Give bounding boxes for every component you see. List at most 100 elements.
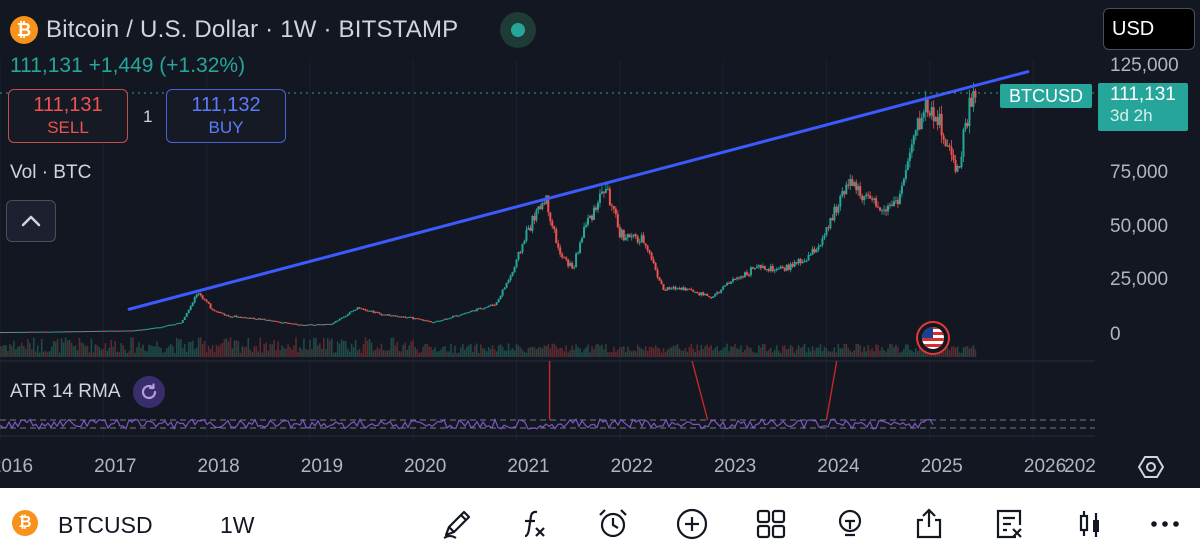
- layout-grid-icon[interactable]: [754, 507, 788, 541]
- trend-line[interactable]: [127, 70, 1030, 311]
- compare-icon[interactable]: [992, 507, 1026, 541]
- volume-bar: [42, 351, 45, 357]
- candle: [722, 286, 725, 290]
- candle: [886, 205, 889, 212]
- collapse-legend-button[interactable]: [6, 200, 56, 242]
- candle: [197, 293, 200, 295]
- add-icon[interactable]: [675, 507, 709, 541]
- candle: [34, 331, 37, 333]
- volume-bar: [191, 340, 194, 357]
- volume-bar: [676, 344, 679, 357]
- volume-bar: [25, 349, 27, 357]
- candle: [146, 328, 149, 330]
- interval-selector[interactable]: 1W: [220, 512, 255, 538]
- candle: [573, 267, 576, 269]
- candle: [529, 227, 532, 231]
- buy-button[interactable]: 111,132 BUY: [166, 89, 286, 143]
- candle: [757, 265, 760, 267]
- volume-bar: [489, 348, 492, 357]
- candle: [483, 307, 486, 309]
- candle: [106, 330, 109, 332]
- chart-type-icon[interactable]: [1073, 507, 1107, 541]
- us-flag-event-icon[interactable]: [916, 321, 950, 355]
- volume-bar: [617, 349, 619, 357]
- chart-settings-icon[interactable]: [1138, 454, 1164, 480]
- volume-bar: [916, 351, 919, 357]
- candle: [922, 112, 925, 118]
- candle: [499, 295, 502, 300]
- order-quantity[interactable]: 1: [143, 107, 153, 126]
- candle: [320, 324, 323, 326]
- price-chart[interactable]: [0, 0, 1200, 488]
- volume-bar: [428, 346, 430, 357]
- candle: [501, 289, 504, 296]
- volume-legend[interactable]: Vol · BTC: [10, 162, 92, 183]
- candle: [159, 327, 162, 329]
- candle: [738, 277, 741, 279]
- candle: [871, 198, 874, 200]
- volume-bar: [672, 345, 675, 357]
- candle: [293, 323, 296, 325]
- currency-selector[interactable]: USD: [1103, 8, 1195, 50]
- volume-bar: [855, 343, 858, 357]
- candle: [443, 318, 446, 320]
- volume-bar: [513, 350, 516, 357]
- draw-icon[interactable]: [440, 507, 474, 541]
- volume-bar: [787, 348, 790, 357]
- volume-bar: [684, 348, 687, 357]
- candle: [654, 263, 657, 270]
- more-icon[interactable]: [1148, 507, 1182, 541]
- volume-bar: [118, 352, 120, 357]
- chart-area[interactable]: ₿ Bitcoin / U.S. Dollar · 1W · BITSTAMP …: [0, 0, 1200, 488]
- candle: [821, 238, 824, 245]
- share-icon[interactable]: [912, 507, 946, 541]
- candle: [749, 267, 752, 276]
- ideas-icon[interactable]: [833, 507, 867, 541]
- atr-legend[interactable]: ATR 14 RMA: [10, 376, 165, 408]
- symbol-title[interactable]: Bitcoin / U.S. Dollar · 1W · BITSTAMP: [46, 16, 459, 43]
- market-open-icon[interactable]: [500, 12, 537, 48]
- volume-bar: [583, 349, 585, 357]
- volume-bar: [412, 340, 415, 357]
- volume-bar: [116, 351, 119, 357]
- candle: [328, 323, 331, 325]
- volume-bar: [762, 344, 764, 357]
- volume-bar: [714, 347, 716, 357]
- candle: [795, 261, 798, 264]
- candle: [237, 316, 240, 318]
- volume-bar: [783, 345, 786, 357]
- volume-bar: [448, 351, 450, 357]
- volume-bar: [799, 347, 802, 357]
- candle: [753, 268, 756, 270]
- volume-bar: [332, 352, 335, 357]
- candle: [259, 318, 262, 320]
- volume-bar: [521, 349, 524, 357]
- candle: [736, 277, 739, 280]
- candle: [801, 261, 804, 264]
- sell-button[interactable]: 111,131 SELL: [8, 89, 128, 143]
- alert-icon[interactable]: [596, 507, 630, 541]
- volume-bar: [114, 340, 117, 357]
- candle: [24, 331, 27, 333]
- price-change: 111,131 +1,449 (+1.32%): [10, 54, 246, 77]
- volume-bar: [664, 351, 667, 357]
- symbol-selector[interactable]: BTCUSD: [58, 512, 153, 538]
- volume-bar: [144, 350, 146, 357]
- time-axis-label: 2022: [610, 456, 653, 477]
- candle: [793, 261, 796, 267]
- volume-bar: [899, 352, 901, 357]
- candle: [787, 264, 790, 270]
- volume-bar: [571, 345, 573, 357]
- candle: [2, 332, 5, 334]
- bitcoin-icon: ₿: [12, 510, 38, 536]
- candle: [652, 259, 655, 264]
- indicators-fx-icon[interactable]: [516, 507, 550, 541]
- volume-bar: [48, 350, 51, 357]
- candle: [8, 331, 11, 333]
- candle: [813, 248, 816, 253]
- candle: [656, 269, 659, 278]
- volume-bar: [98, 346, 101, 357]
- candle: [316, 324, 319, 326]
- price-axis-tick: 25,000: [1110, 269, 1169, 290]
- candle: [120, 330, 123, 332]
